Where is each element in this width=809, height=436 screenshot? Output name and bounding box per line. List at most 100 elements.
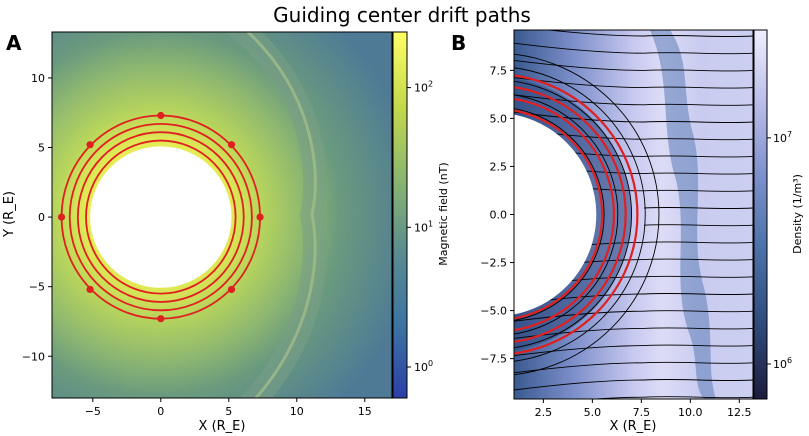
panel-b-xtick-label: 2.5 xyxy=(535,406,553,419)
panel-b-streamline xyxy=(514,59,645,71)
panel-a-marker-8 xyxy=(86,141,94,149)
panel-b-colorbar-tick-label: 107 xyxy=(773,130,792,145)
panel-b-streamline xyxy=(514,80,632,349)
panel-a-drift-path-3 xyxy=(68,122,253,312)
panel-b-drift-paths xyxy=(514,74,639,355)
panel-a-frame xyxy=(51,31,393,399)
panel-b-streamline xyxy=(514,379,645,391)
panel-a-marker-1 xyxy=(157,111,165,120)
panel-a-ytick-label: 0 xyxy=(38,211,45,224)
panel-a-ylabel: Y (R_E) xyxy=(2,191,17,238)
panel-a-colorbar xyxy=(392,31,408,399)
panel-a-marker-7 xyxy=(57,213,66,221)
panel-b-streamline xyxy=(514,94,619,335)
panel-b-streamline xyxy=(643,172,753,175)
panel-b-streamline xyxy=(643,275,753,278)
panel-b-xlabel: X (R_E) xyxy=(610,419,657,434)
panel-b-xtick-label: 7.5 xyxy=(633,406,651,419)
panel-b-colorbar xyxy=(753,29,768,400)
panel-b-drift-path-1 xyxy=(514,109,604,320)
panel-a-marker-2 xyxy=(227,141,236,149)
panel-b-streamline xyxy=(643,206,753,210)
panel-b-streamline xyxy=(643,120,753,124)
panel-b-streamline xyxy=(643,103,753,106)
panel-b-streamline xyxy=(643,155,753,158)
panel-a-colorbar-tick-label: 101 xyxy=(414,219,433,234)
panel-label-b: B xyxy=(451,31,466,55)
panel-b-drift-path-2 xyxy=(514,97,615,332)
panel-b-ytick-label: −5.0 xyxy=(480,305,507,318)
panel-a-markers xyxy=(57,111,264,323)
panel-a-ytick-label: 10 xyxy=(31,72,45,85)
panel-a-marker-5 xyxy=(157,315,165,323)
panel-b-earth-disk xyxy=(514,114,597,315)
panel-b-ytick-label: 2.5 xyxy=(490,160,508,173)
panel-a-drift-path-2 xyxy=(76,131,245,303)
panel-b-streamline xyxy=(643,378,753,382)
panel-a-colorbar-tick-label: 100 xyxy=(414,359,433,374)
panel-b-streamline xyxy=(514,362,645,374)
panel-b-streamline xyxy=(643,310,753,313)
panel-a-plot xyxy=(52,32,392,398)
panel-b-xtick-label: 12.5 xyxy=(727,406,752,419)
panel-a-xtick-label: 0 xyxy=(157,405,164,418)
panel-b-ytick-label: 0.0 xyxy=(490,209,508,222)
panel-b-density-front xyxy=(650,30,716,399)
panel-b-ytick-label: 5.0 xyxy=(490,112,508,125)
panel-b-streamline xyxy=(643,361,753,364)
panel-a-xtick-label: 15 xyxy=(358,405,372,418)
panel-b-streamline xyxy=(643,258,753,261)
panel-b-colorbar-ticks: 106 107 xyxy=(767,130,792,371)
panel-b-plot xyxy=(514,30,753,399)
panel-b-xtick-label: 5.0 xyxy=(584,406,602,419)
panel-b-streamline xyxy=(514,327,645,339)
panel-b-streamline xyxy=(643,396,753,399)
panel-label-a: A xyxy=(6,31,22,55)
panel-b-colorbar-tick-label: 106 xyxy=(773,356,792,371)
panel-a-marker-6 xyxy=(86,285,94,294)
panel-b-streamline xyxy=(514,42,645,54)
panel-a-xtick-label: 5 xyxy=(225,405,232,418)
panel-a-marker-3 xyxy=(256,213,264,221)
panel-a-drift-path-1 xyxy=(85,139,237,295)
panel-a-xtick-label: 10 xyxy=(290,405,304,418)
panel-a-bow-shock xyxy=(246,32,317,398)
panel-a-earth-disk xyxy=(90,146,232,288)
figure-title: Guiding center drift paths xyxy=(273,3,531,27)
panel-a-colorbar-label: Magnetic field (nT) xyxy=(437,162,450,265)
panel-b-streamline xyxy=(514,67,646,362)
panel-a-magnetosheath xyxy=(225,32,327,398)
panel-b-streamline xyxy=(643,327,753,330)
panel-b-streamline xyxy=(514,94,645,106)
panel-b-streamline xyxy=(643,292,753,296)
panel-b-ytick-label: 7.5 xyxy=(490,64,508,77)
panel-a-marker-4 xyxy=(227,285,236,294)
panel-b-streamline xyxy=(643,69,753,72)
panel-a-axes: −5 0 5 10 15 −10 −5 0 5 10 xyxy=(22,72,372,418)
panel-b-streamline xyxy=(643,34,753,38)
panel-b-streamline xyxy=(589,396,645,399)
panel-b-streamline xyxy=(643,189,753,192)
panel-b-streamline xyxy=(514,53,660,376)
panel-b-streamline xyxy=(643,138,753,141)
panel-b-colorbar-label: Density (1/m³) xyxy=(791,174,804,254)
panel-b-streamline xyxy=(514,108,605,321)
panel-b-streamline xyxy=(643,52,753,55)
panel-a-xlabel: X (R_E) xyxy=(199,419,246,434)
panel-a-xtick-label: −5 xyxy=(85,405,101,418)
panel-b-streamline xyxy=(643,224,753,227)
panel-b-streamline xyxy=(544,30,645,37)
panel-a-ytick-label: −10 xyxy=(22,350,45,363)
panel-b-streamline xyxy=(643,344,753,347)
panel-a-ytick-label: 5 xyxy=(38,142,45,155)
panel-a-colorbar-tick-label: 102 xyxy=(414,80,433,95)
panel-b-drift-path-3 xyxy=(514,86,627,343)
panel-b-drift-path-4 xyxy=(514,74,639,355)
panel-a-ytick-label: −5 xyxy=(29,281,45,294)
panel-b-ytick-label: −7.5 xyxy=(480,353,507,366)
panel-b-ytick-label: −2.5 xyxy=(480,257,507,270)
panel-a-colorbar-ticks: 100 101 102 xyxy=(407,80,433,374)
panel-b-streamline xyxy=(643,86,753,89)
panel-b-xtick-label: 10.0 xyxy=(678,406,703,419)
